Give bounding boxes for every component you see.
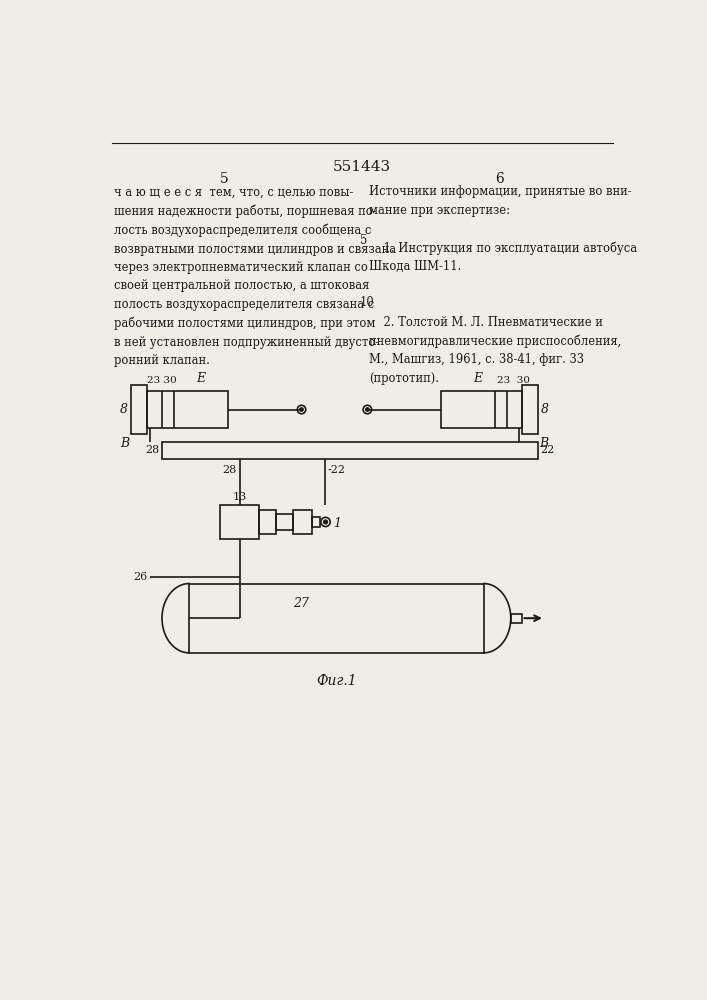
Circle shape	[300, 408, 303, 411]
Text: 1: 1	[333, 517, 341, 530]
Bar	[312, 517, 320, 527]
Bar	[522, 385, 538, 434]
Text: 23  30: 23 30	[496, 376, 530, 385]
Bar	[441, 391, 522, 428]
Text: 10: 10	[360, 296, 375, 309]
Text: Фиг.1: Фиг.1	[316, 674, 357, 688]
Text: 28: 28	[146, 445, 160, 455]
Text: Источники информации, принятые во вни-
мание при экспертизе:

    1. Инструкция : Источники информации, принятые во вни- м…	[369, 185, 637, 385]
Bar	[162, 442, 538, 459]
Circle shape	[366, 408, 369, 411]
Text: B: B	[539, 437, 549, 450]
Bar	[146, 391, 228, 428]
Bar	[189, 584, 484, 653]
Text: 13: 13	[233, 492, 247, 502]
Text: 551443: 551443	[333, 160, 391, 174]
Bar	[220, 505, 259, 539]
Circle shape	[324, 520, 327, 524]
Text: -22: -22	[328, 465, 346, 475]
Text: 28: 28	[222, 465, 236, 475]
Bar	[131, 385, 146, 434]
Text: 23 30: 23 30	[147, 376, 177, 385]
Text: E: E	[473, 372, 482, 385]
Text: 8: 8	[541, 403, 549, 416]
Bar	[293, 510, 312, 534]
Bar	[510, 614, 522, 623]
Text: 5: 5	[360, 234, 367, 247]
Text: 8: 8	[120, 403, 128, 416]
Text: 27: 27	[293, 597, 309, 610]
Text: E: E	[196, 372, 205, 385]
Text: 5: 5	[220, 172, 228, 186]
Bar	[259, 510, 276, 534]
Text: 22: 22	[540, 445, 554, 455]
Bar	[276, 514, 293, 530]
Text: B: B	[120, 437, 129, 450]
Text: ч а ю щ е е с я  тем, что, с целью повы-
шения надежности работы, поршневая по-
: ч а ю щ е е с я тем, что, с целью повы- …	[114, 185, 396, 367]
Text: 6: 6	[495, 172, 503, 186]
Text: 26: 26	[133, 572, 147, 582]
